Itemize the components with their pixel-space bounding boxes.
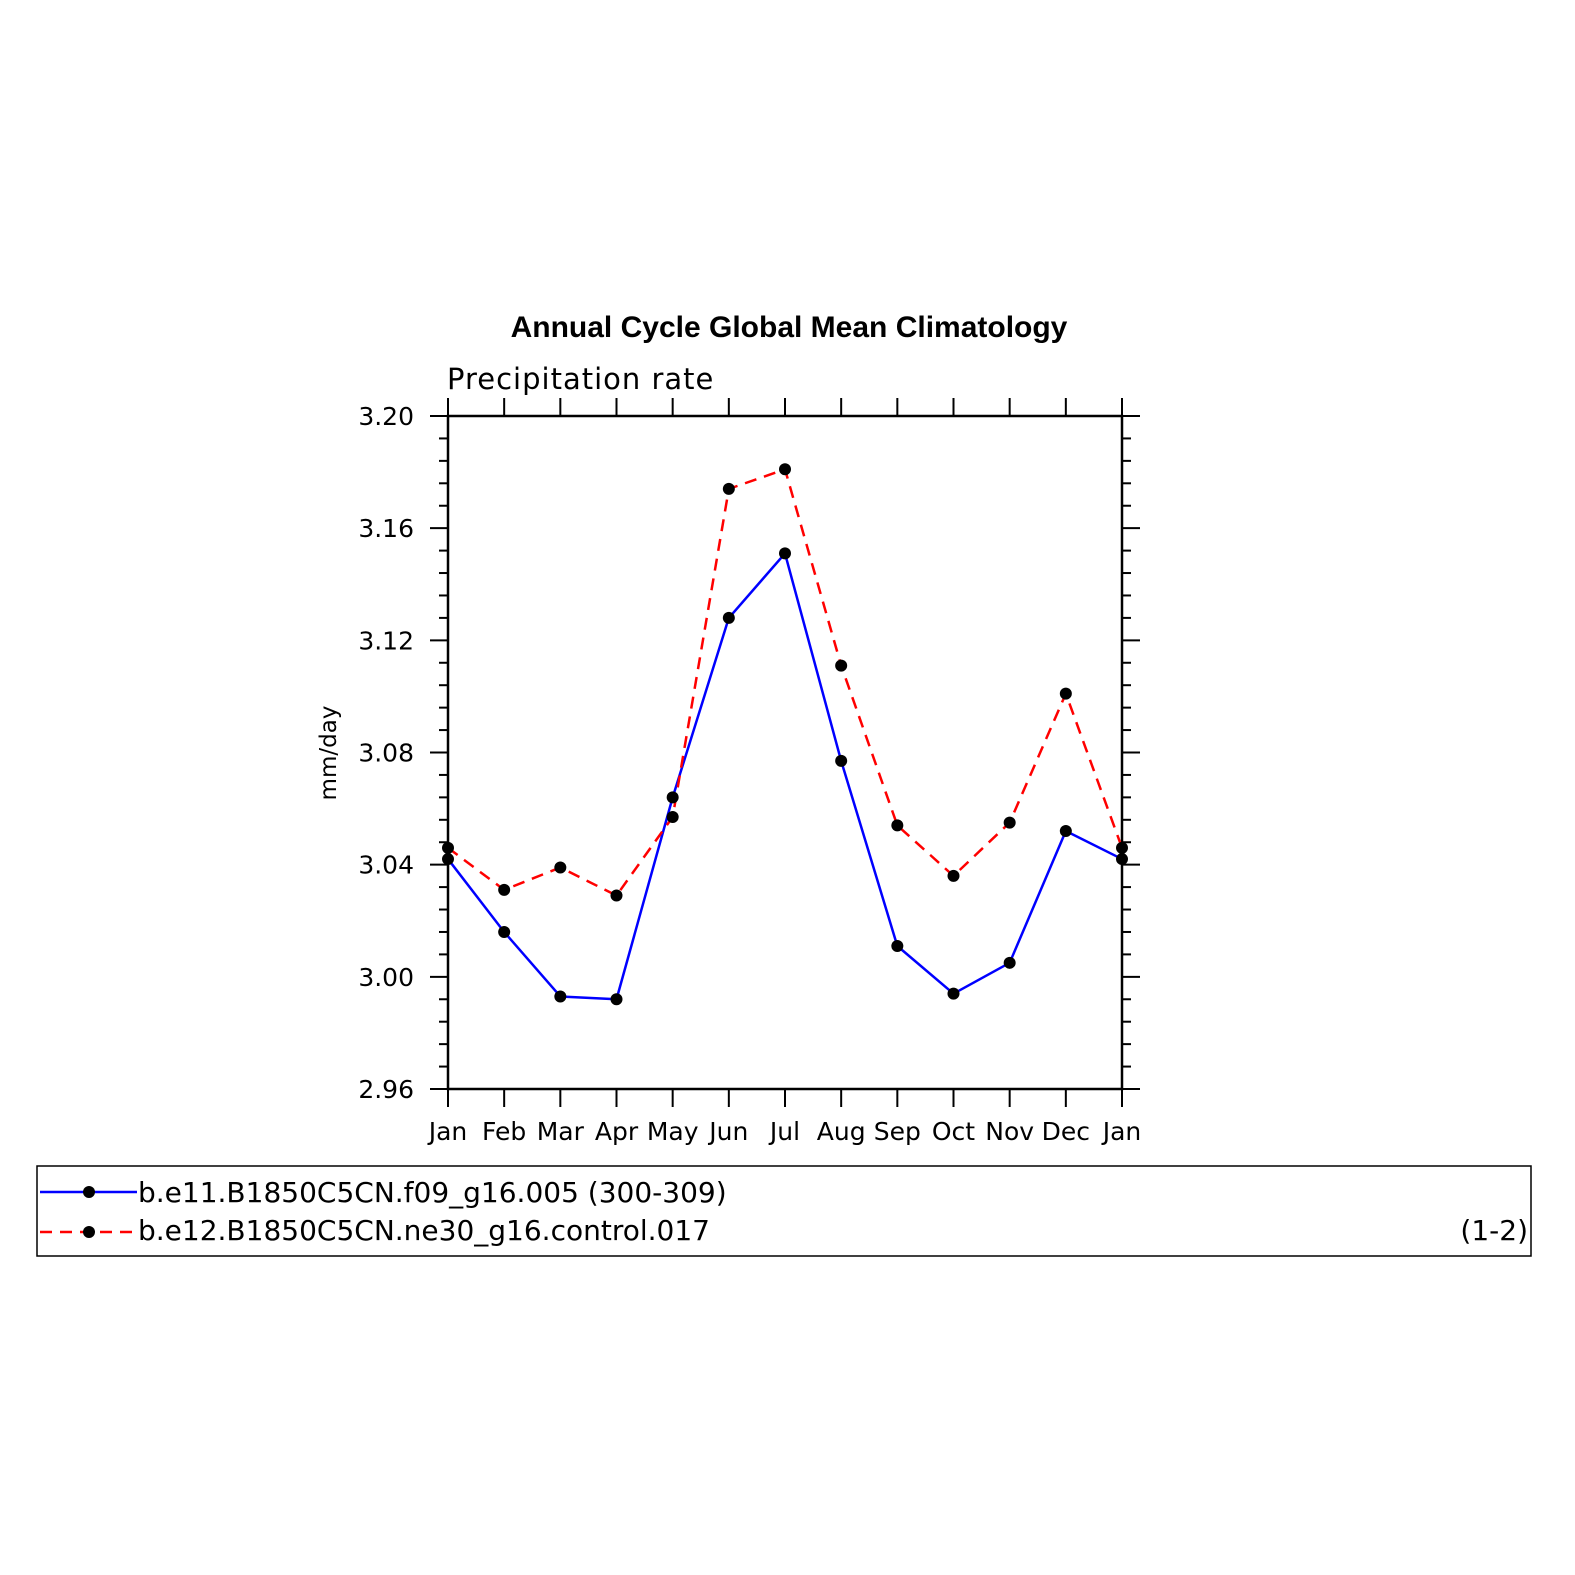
series-line-2 xyxy=(447,468,1124,897)
x-tick-label: Aug xyxy=(817,1117,866,1146)
series-2-point xyxy=(554,861,567,874)
series-2-point xyxy=(1059,687,1072,700)
series-2-point xyxy=(666,810,679,823)
series-1-point xyxy=(1059,825,1072,838)
x-tick-label: Feb xyxy=(482,1117,526,1146)
series-1-point xyxy=(722,611,735,624)
series-2-point xyxy=(1003,816,1016,829)
series-1-point xyxy=(1116,853,1128,866)
chart-subtitle: Precipitation rate xyxy=(447,362,714,396)
chart-title: Annual Cycle Global Mean Climatology xyxy=(511,311,1068,344)
axis-ticks xyxy=(430,398,1140,1107)
series-1-point xyxy=(947,987,960,1000)
y-tick-label: 3.04 xyxy=(358,851,414,880)
x-tick-label: Dec xyxy=(1042,1117,1090,1146)
y-tick-label: 3.20 xyxy=(358,402,414,431)
legend-box xyxy=(36,1165,1532,1257)
series-1-point xyxy=(891,939,904,952)
legend-label-series-2: b.e12.B1850C5CN.ne30_g16.control.017 xyxy=(138,1214,710,1247)
series-1-point xyxy=(835,754,848,767)
series-2-point xyxy=(779,463,791,476)
series-line-1 xyxy=(447,552,1123,1001)
series-2-point xyxy=(891,819,904,832)
y-tick-labels: 2.96 3.00 3.04 3.08 3.12 3.16 3.20 xyxy=(358,402,414,1104)
legend-range-note: (1-2) xyxy=(1460,1214,1528,1247)
series-2-point xyxy=(947,869,960,882)
x-tick-label: May xyxy=(647,1117,699,1146)
x-tick-label: Oct xyxy=(932,1117,975,1146)
y-axis-label: mm/day xyxy=(316,706,342,801)
y-tick-label: 2.96 xyxy=(358,1075,414,1104)
y-tick-label: 3.00 xyxy=(358,963,414,992)
legend-marker-series-1 xyxy=(83,1186,95,1198)
plot-frame xyxy=(446,414,1124,1091)
x-tick-label: Jul xyxy=(768,1117,800,1146)
series-1-point xyxy=(554,990,567,1003)
series-1-point xyxy=(666,791,679,804)
legend-marker-series-2 xyxy=(83,1226,95,1238)
x-tick-label: Jan xyxy=(1101,1117,1142,1146)
y-tick-label: 3.08 xyxy=(358,739,414,768)
series-2-point xyxy=(835,659,848,672)
series-1-point xyxy=(498,925,511,938)
legend-label-series-1: b.e11.B1850C5CN.f09_g16.005 (300-309) xyxy=(138,1176,727,1209)
x-tick-label: Jan xyxy=(427,1117,468,1146)
series-layer xyxy=(442,463,1128,1006)
x-tick-labels: Jan Feb Mar Apr May Jun Jul Aug Sep Oct Nov Dec Jan xyxy=(427,1117,1142,1146)
x-tick-label: Apr xyxy=(595,1117,639,1146)
x-tick-label: Jun xyxy=(707,1117,748,1146)
series-1-point xyxy=(1003,956,1016,969)
series-1-point xyxy=(779,547,791,560)
y-tick-label: 3.12 xyxy=(358,626,414,655)
series-1-point xyxy=(442,853,454,866)
y-tick-label: 3.16 xyxy=(358,514,414,543)
series-2-point xyxy=(610,889,623,902)
series-1-point xyxy=(610,993,623,1006)
series-2-point xyxy=(1116,841,1128,854)
series-2-point xyxy=(442,841,454,854)
series-2-point xyxy=(722,482,735,495)
series-2-point xyxy=(498,883,511,896)
x-tick-label: Sep xyxy=(874,1117,921,1146)
x-tick-label: Mar xyxy=(537,1117,585,1146)
x-tick-label: Nov xyxy=(985,1117,1034,1146)
